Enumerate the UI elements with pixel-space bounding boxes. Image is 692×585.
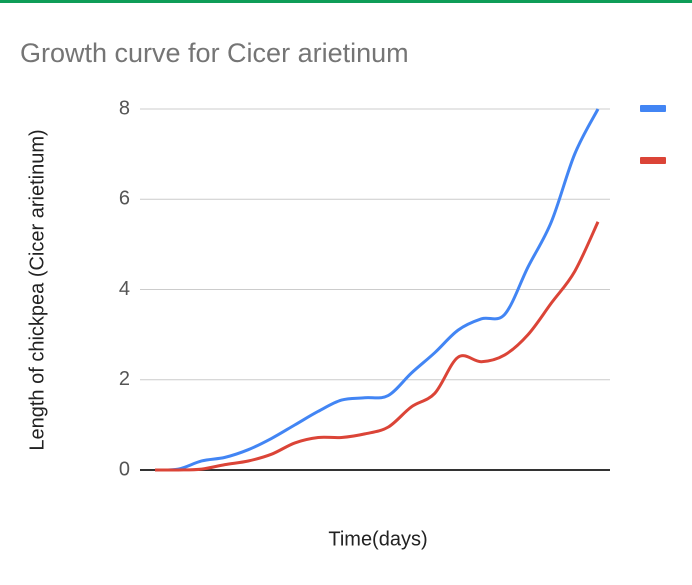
legend-swatch [640, 105, 666, 112]
chart-title: Growth curve for Cicer arietinum [20, 38, 409, 68]
y-tick-label: 8 [119, 97, 130, 119]
y-axis-label: Length of chickpea (Cicer arietinum) [26, 129, 48, 450]
series-line [154, 221, 600, 472]
y-tick-label: 6 [119, 188, 130, 210]
y-tick-label: 0 [119, 458, 130, 480]
x-axis-label: Time(days) [328, 528, 427, 550]
y-tick-label: 4 [119, 278, 130, 300]
top-border [0, 0, 692, 3]
legend-swatch [640, 157, 666, 164]
series-line [154, 108, 600, 472]
y-tick-label: 2 [119, 368, 130, 390]
